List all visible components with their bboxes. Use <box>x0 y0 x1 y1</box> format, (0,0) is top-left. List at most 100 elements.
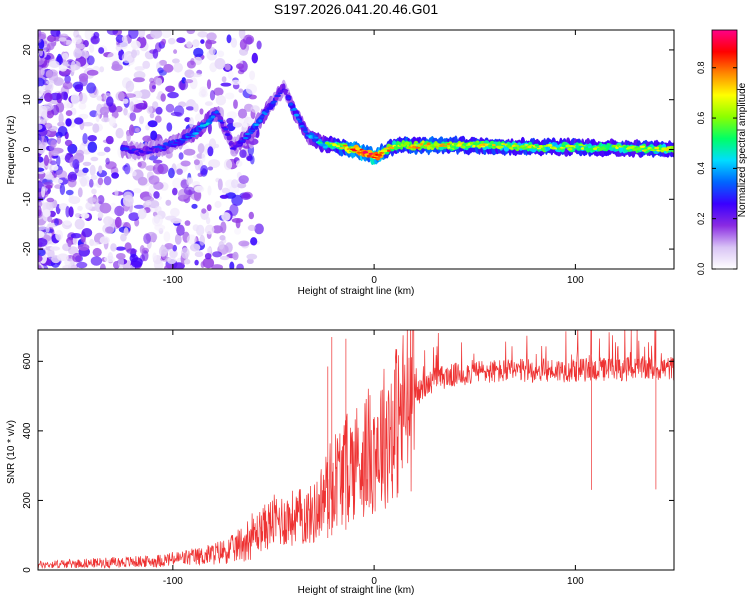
spectrogram-ridge-cell <box>426 142 431 145</box>
spectrogram-cell <box>78 73 89 82</box>
spectrogram-ridge-cell <box>498 145 504 148</box>
spectrogram-cell <box>207 166 214 171</box>
spectrogram-cell <box>62 81 73 90</box>
spectrogram-cell <box>105 226 114 234</box>
spectrogram-cell <box>254 223 264 235</box>
snr-series-line <box>38 330 674 570</box>
colorbar-tick-label: 0.0 <box>696 263 706 276</box>
spectrogram-cell <box>196 224 205 236</box>
spectrogram-cell <box>64 139 73 147</box>
spectrogram-cell <box>82 167 89 173</box>
spectrogram-cell <box>89 241 100 246</box>
spectrogram-ridge-cell <box>480 145 486 148</box>
spectrogram-cell <box>135 102 148 110</box>
spectrogram-cell <box>182 144 190 150</box>
spectrogram-cell <box>227 70 234 80</box>
spectrogram-cell <box>147 120 158 128</box>
snr-y-ticks: 0 200 400 600 <box>22 353 674 573</box>
spectrogram-cell <box>214 58 226 70</box>
spectrogram-cell <box>43 181 54 188</box>
spectrogram-ridge-cell <box>377 153 383 157</box>
spectrogram-cell <box>97 195 105 205</box>
spectrogram-cell <box>73 48 82 59</box>
spectrogram-cell <box>207 146 214 157</box>
spectrogram-cell <box>220 82 232 87</box>
spectrogram-cell <box>121 35 128 43</box>
spectrogram-cell <box>47 215 53 223</box>
spectrogram-cell <box>232 251 239 261</box>
spectrogram-ridge-cell <box>169 140 174 144</box>
spectrogram-cell <box>199 86 208 95</box>
spectrogram-cell <box>206 204 212 212</box>
spectrogram-ridge-cell <box>630 145 636 148</box>
spectrogram-cell <box>159 59 167 66</box>
spectrogram-ridge-cell <box>263 112 268 116</box>
spectrogram-ridge-cell <box>314 137 319 139</box>
snr-x-ticks: -100 0 100 <box>163 330 584 587</box>
spectrogram-cell <box>194 259 199 266</box>
spectrogram-cell <box>234 227 242 235</box>
spectrogram-cell <box>38 255 43 263</box>
spectrogram-cell <box>238 48 249 56</box>
spectrogram-y-ticks: -20 -10 0 10 20 <box>22 44 674 256</box>
spectrogram-cell <box>204 224 215 235</box>
spectrogram-cell <box>124 93 136 98</box>
spectrogram-cell <box>200 39 205 44</box>
spectrogram-cell <box>38 167 45 172</box>
spectrogram-cell <box>235 160 243 167</box>
spectrogram-ridge-cell <box>269 104 273 107</box>
spectrogram-cell <box>114 205 125 217</box>
spectrogram-cell <box>65 110 73 117</box>
spectrogram-cell <box>231 218 244 223</box>
spectrogram-cell <box>161 30 172 39</box>
spectrogram-ridge-cell <box>228 142 234 145</box>
spectrogram-cell <box>238 88 244 93</box>
spectrogram-cell <box>168 167 175 179</box>
spectrogram-ridge-cell <box>322 145 328 149</box>
colorbar-label: Normalized spectral amplitude <box>737 82 748 217</box>
spectrogram-ridge-cell <box>272 100 278 103</box>
spectrogram-cell <box>99 202 112 214</box>
spectrogram-ridge-cell <box>613 144 618 147</box>
spectrogram-cell <box>72 252 82 263</box>
spectrogram-cell <box>116 253 126 260</box>
spectrogram-cell <box>57 253 69 261</box>
spectrogram-cell <box>248 94 257 100</box>
spectrogram-cell <box>194 185 205 193</box>
spectrogram-cell <box>111 172 119 179</box>
spectrogram-cell <box>70 233 82 239</box>
spectrogram-cell <box>65 189 74 196</box>
spectrogram-cell <box>70 60 76 73</box>
spectrogram-cell <box>183 148 196 156</box>
spectrogram-cell <box>170 218 182 224</box>
spectrogram-ridge-cell <box>285 95 290 99</box>
spectrogram-ridge-cell <box>147 151 153 154</box>
spectrogram-cell <box>206 79 212 90</box>
spectrogram-cell <box>131 49 137 59</box>
spectrogram-ridge-cell <box>172 143 179 146</box>
spectrogram-ridge-cell <box>275 94 281 98</box>
spectrogram-cell <box>134 127 140 133</box>
spectrogram-cell <box>49 202 54 209</box>
spectrogram-cell <box>128 30 139 39</box>
spectrogram-cell <box>217 178 223 191</box>
spectrogram-cell <box>89 44 95 53</box>
spectrogram-cell <box>184 79 194 84</box>
spectrogram-cell <box>214 143 220 149</box>
spectrogram-cell <box>90 156 99 162</box>
spectrogram-cell <box>78 92 88 104</box>
spectrogram-ridge-cell <box>650 149 657 152</box>
spectrogram-cell <box>236 263 244 269</box>
spectrogram-cell <box>237 108 248 119</box>
spectrogram-cell <box>154 205 162 213</box>
spectrogram-cell <box>81 228 93 238</box>
spectrogram-cell <box>49 143 56 152</box>
spectrogram-ridge-cell <box>515 144 520 147</box>
spectrogram-cell <box>197 31 208 38</box>
snr-panel: -100 0 100 0 200 400 600 Height of straight l… <box>6 329 675 596</box>
spectrogram-ridge-cell <box>227 135 232 138</box>
spectrogram-cell <box>165 103 175 113</box>
spectrogram-cell <box>98 165 103 174</box>
spectrogram-cell <box>185 106 195 111</box>
